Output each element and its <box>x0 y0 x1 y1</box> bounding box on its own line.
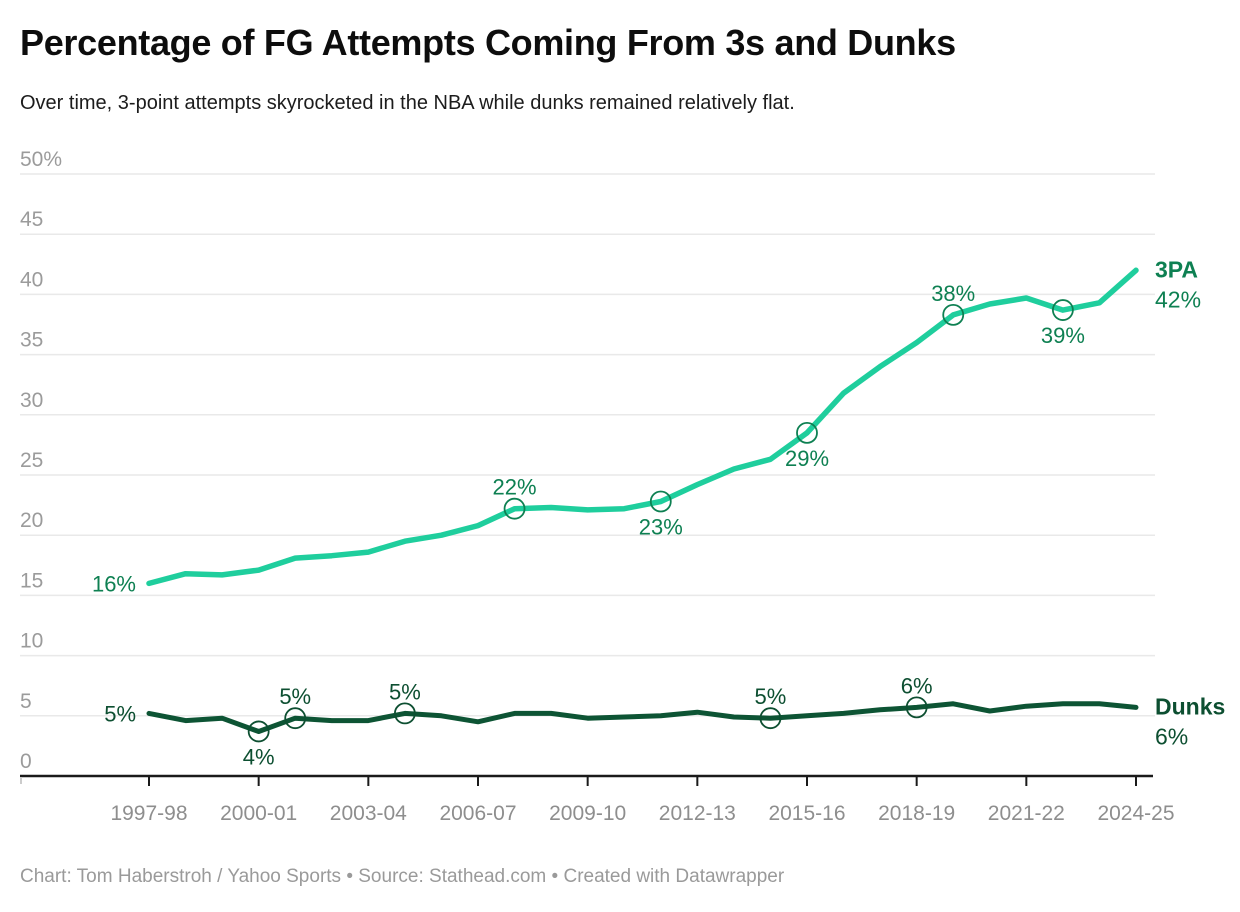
y-axis-tick-label: 45 <box>20 208 43 231</box>
data-point-marker-3pa <box>1051 299 1074 321</box>
chart-title: Percentage of FG Attempts Coming From 3s… <box>20 22 956 63</box>
x-axis-tick-label: 2003-04 <box>330 802 407 825</box>
data-label-3pa: 29% <box>785 446 829 471</box>
data-label-3pa: 38% <box>931 281 975 306</box>
data-point-marker-dunks <box>905 696 928 719</box>
chart-subtitle: Over time, 3-point attempts skyrocketed … <box>20 92 795 114</box>
data-point-marker-dunks <box>247 720 270 743</box>
y-axis-tick-label: 15 <box>20 569 43 592</box>
y-axis-tick-label: 25 <box>20 449 43 472</box>
y-axis-tick-label: 20 <box>20 509 43 532</box>
chart-footer-credits: Chart: Tom Haberstroh / Yahoo Sports • S… <box>20 866 785 887</box>
data-label-dunks: 6% <box>901 673 933 698</box>
data-point-marker-3pa <box>942 303 965 326</box>
x-axis-tick-label: 2021-22 <box>988 802 1065 825</box>
x-axis-tick-label: 2009-10 <box>549 802 626 825</box>
data-point-marker-dunks <box>759 707 782 730</box>
y-axis-tick-label: 30 <box>20 389 43 412</box>
data-label-3pa: 39% <box>1041 323 1085 348</box>
y-axis-tick-label: 10 <box>20 630 43 653</box>
x-axis-tick-label: 2000-01 <box>220 802 297 825</box>
y-axis-tick-label: 50% <box>20 148 62 171</box>
data-label-3pa: 23% <box>639 514 683 539</box>
line-3pa <box>146 267 1139 587</box>
data-label-dunks: 5% <box>755 684 787 709</box>
data-point-marker-3pa <box>796 421 818 444</box>
x-axis-tick-label: 2012-13 <box>659 802 736 825</box>
x-axis-tick-label: 2015-16 <box>768 802 845 825</box>
data-label-dunks: 5% <box>389 679 421 704</box>
line-dunks <box>146 701 1139 734</box>
series-end-label-dunks-value: 6% <box>1155 723 1188 749</box>
data-label-dunks: 4% <box>243 744 275 769</box>
x-axis-tick-label: 1997-98 <box>110 802 187 825</box>
series-end-label-3pa-name: 3PA <box>1155 256 1198 282</box>
data-label-dunks: 5% <box>104 701 136 726</box>
y-axis-tick-label: 40 <box>20 268 43 291</box>
x-axis-tick-label: 2018-19 <box>878 802 955 825</box>
data-point-marker-dunks <box>393 702 416 725</box>
data-label-dunks: 5% <box>279 684 311 709</box>
y-axis-tick-label: 0 <box>20 750 32 773</box>
data-label-3pa: 22% <box>493 475 537 500</box>
y-axis-tick-label: 5 <box>20 690 32 713</box>
data-point-marker-3pa <box>649 490 672 513</box>
data-label-3pa: 16% <box>92 571 136 596</box>
series-end-label-dunks-name: Dunks <box>1155 693 1225 719</box>
data-point-marker-3pa <box>503 497 526 520</box>
x-axis-tick-label: 2024-25 <box>1097 802 1174 825</box>
y-axis-tick-label: 35 <box>20 329 43 352</box>
x-axis-tick-label: 2006-07 <box>439 802 516 825</box>
series-end-label-3pa-value: 42% <box>1155 286 1201 312</box>
data-point-marker-dunks <box>284 707 307 730</box>
